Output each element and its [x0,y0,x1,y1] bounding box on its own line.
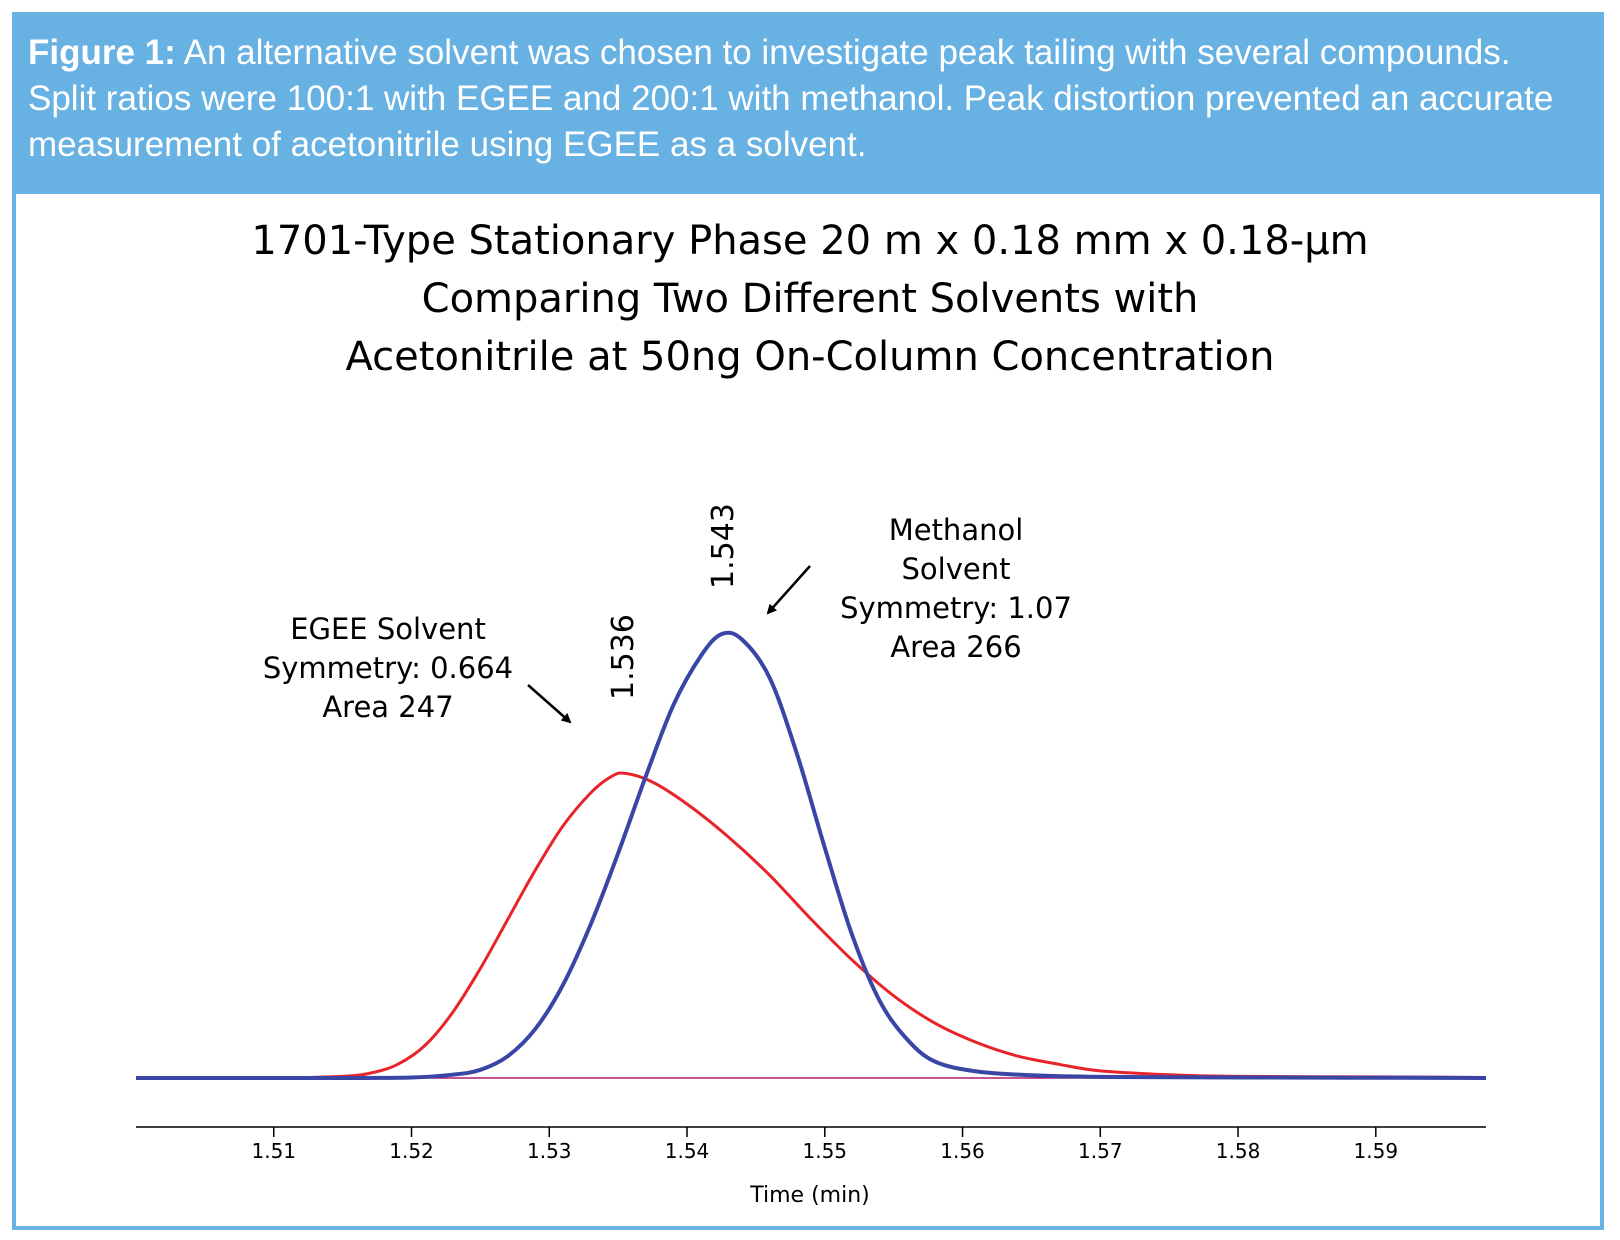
methanol-annotation-line-1: Methanol [889,513,1024,547]
x-tick-label: 1.55 [803,1139,848,1163]
methanol-peak-label: 1.543 [706,503,741,589]
x-tick-label: 1.53 [527,1139,572,1163]
egee-arrow [527,684,572,724]
x-axis-ticks: 1.51 1.52 1.53 1.54 1.55 1.56 1.57 1.58 1.59 [251,1127,1398,1163]
methanol-solvent-trace [135,630,1487,1081]
caption-text: An alternative solvent was chosen to inv… [28,33,1554,164]
egee-annotation-line-1: EGEE Solvent [290,612,486,646]
x-axis-label: Time (min) [749,1183,870,1208]
x-tick-label: 1.59 [1354,1139,1399,1163]
chart-title-line-3: Acetonitrile at 50ng On-Column Concentra… [345,334,1275,380]
x-tick-label: 1.56 [940,1139,985,1163]
methanol-arrow [766,565,811,615]
egee-annotation-line-2: Symmetry: 0.664 [263,651,513,685]
methanol-annotation-line-2: Solvent [902,552,1011,586]
x-tick-label: 1.54 [665,1139,710,1163]
figure-caption: Figure 1: An alternative solvent was cho… [16,16,1600,194]
x-tick-label: 1.57 [1078,1139,1123,1163]
egee-annotation: EGEE Solvent Symmetry: 0.664 Area 247 [263,612,572,724]
egee-annotation-line-3: Area 247 [322,690,453,724]
methanol-annotation-line-3: Symmetry: 1.07 [840,591,1072,625]
chart-title-line-2: Comparing Two Different Solvents with [421,276,1199,322]
chart-title: 1701-Type Stationary Phase 20 m x 0.18 m… [0,212,1620,386]
x-tick-label: 1.52 [389,1139,434,1163]
methanol-annotation-line-4: Area 266 [890,630,1021,664]
egee-solvent-trace [135,771,1487,1080]
x-tick-label: 1.58 [1216,1139,1261,1163]
figure-frame: Figure 1: An alternative solvent was cho… [12,12,1604,1230]
egee-peak-label: 1.536 [606,614,641,700]
methanol-annotation: Methanol Solvent Symmetry: 1.07 Area 266 [766,513,1072,664]
caption-label: Figure 1: [28,33,176,72]
chart-title-line-1: 1701-Type Stationary Phase 20 m x 0.18 m… [251,218,1369,264]
x-tick-label: 1.51 [251,1139,296,1163]
